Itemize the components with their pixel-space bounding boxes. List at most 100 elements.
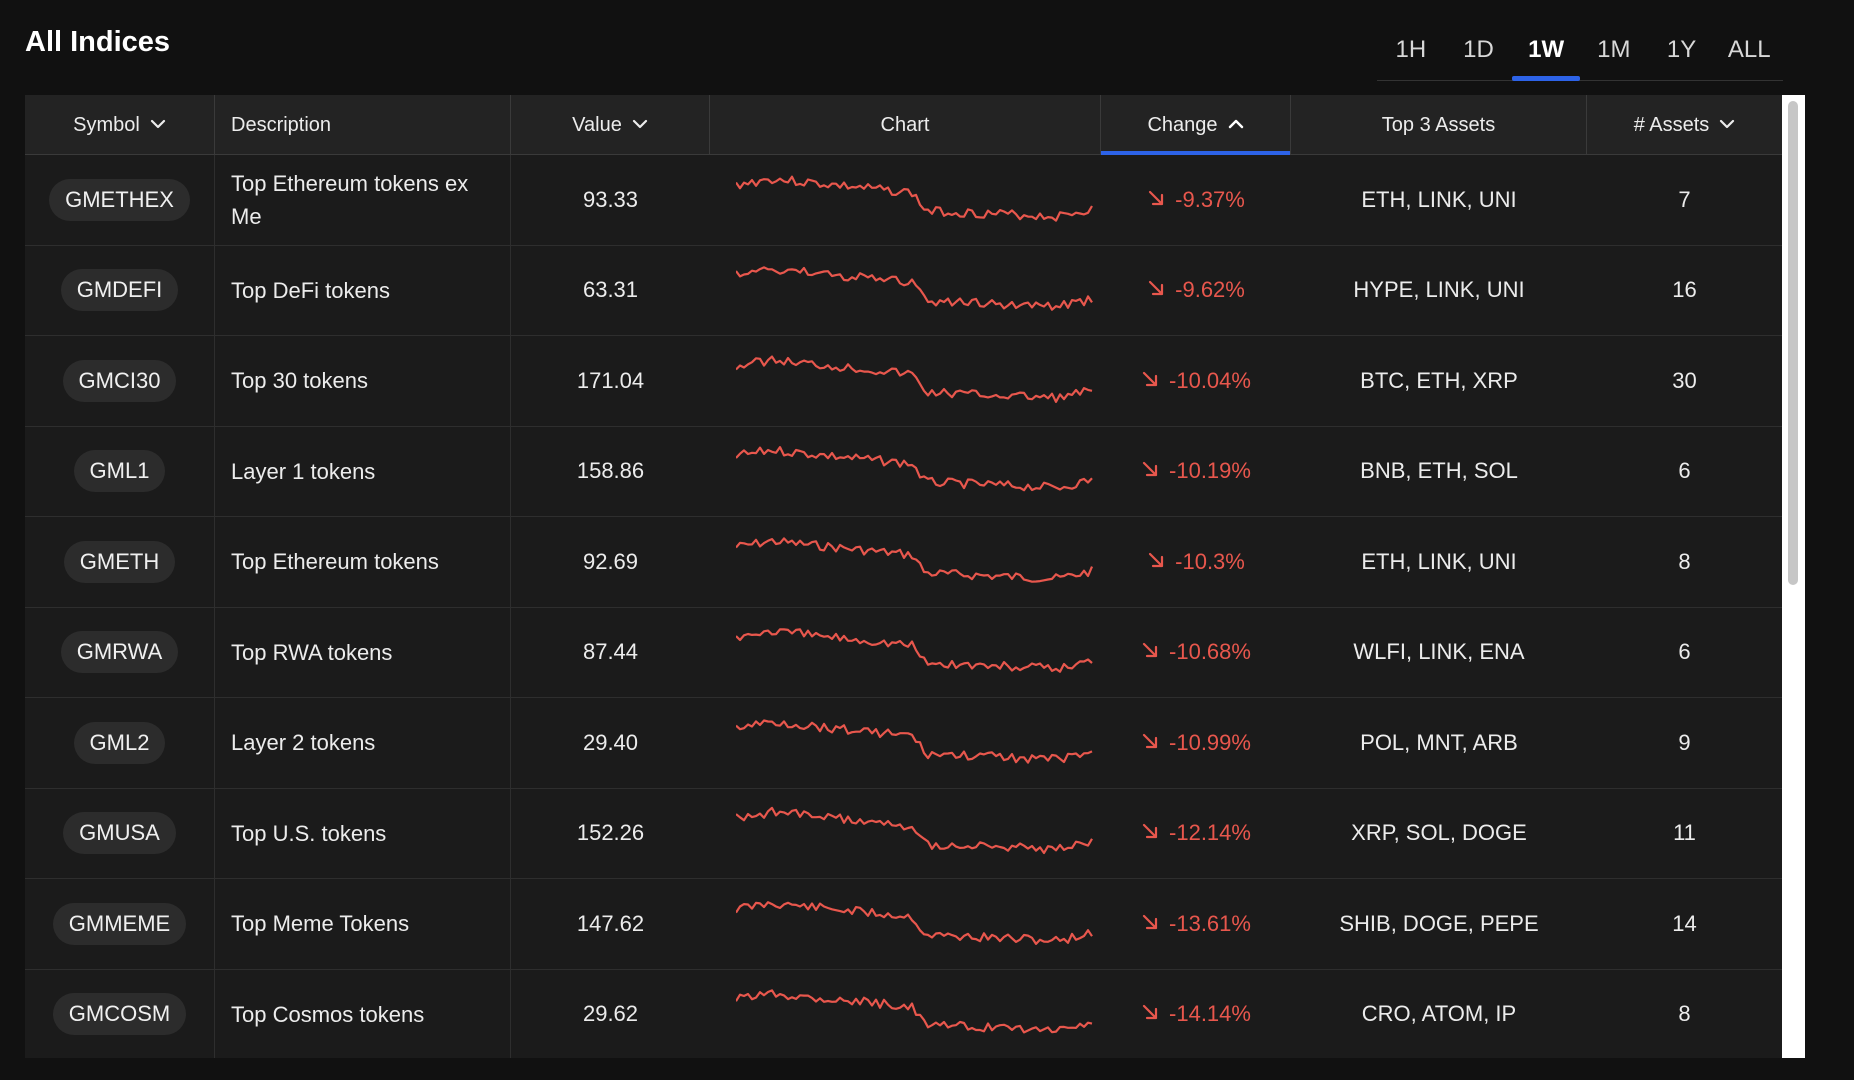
column-header-symbol[interactable]: Symbol bbox=[25, 95, 215, 155]
timeframe-tab-1d[interactable]: 1D bbox=[1463, 36, 1494, 63]
column-header-asset-count[interactable]: # Assets bbox=[1587, 95, 1782, 155]
chart-cell bbox=[710, 789, 1101, 879]
table-row[interactable]: GMCOSM Top Cosmos tokens 29.62 -14.14% C… bbox=[25, 969, 1782, 1059]
vertical-scrollbar[interactable] bbox=[1782, 95, 1805, 1058]
top3-assets-cell: CRO, ATOM, IP bbox=[1291, 970, 1587, 1059]
arrow-down-right-icon bbox=[1141, 820, 1159, 846]
symbol-badge[interactable]: GMMEME bbox=[52, 902, 187, 945]
description-cell: Layer 2 tokens bbox=[215, 698, 511, 788]
value-cell: 147.62 bbox=[511, 879, 710, 969]
asset-count-text: 11 bbox=[1673, 820, 1696, 846]
chart-cell bbox=[710, 155, 1101, 245]
table-row[interactable]: GMMEME Top Meme Tokens 147.62 -13.61% SH… bbox=[25, 879, 1782, 970]
symbol-badge[interactable]: GML2 bbox=[73, 721, 166, 764]
description-text: Top Ethereum tokens bbox=[231, 549, 439, 575]
table-row[interactable]: GMETH Top Ethereum tokens 92.69 -10.3% E… bbox=[25, 517, 1782, 608]
table-row[interactable]: GML2 Layer 2 tokens 29.40 -10.99% POL, M… bbox=[25, 698, 1782, 789]
symbol-badge[interactable]: GMRWA bbox=[60, 631, 179, 674]
table-body: GMETHEX Top Ethereum tokens ex Me 93.33 … bbox=[25, 155, 1782, 1058]
value-cell: 63.31 bbox=[511, 246, 710, 336]
asset-count-text: 6 bbox=[1678, 639, 1691, 665]
symbol-badge[interactable]: GMUSA bbox=[63, 812, 176, 855]
arrow-down-right-icon bbox=[1141, 911, 1159, 937]
table-row[interactable]: GMRWA Top RWA tokens 87.44 -10.68% WLFI,… bbox=[25, 607, 1782, 698]
symbol-badge[interactable]: GML1 bbox=[73, 450, 166, 493]
asset-count-text: 9 bbox=[1678, 729, 1691, 755]
top3-assets-cell: ETH, LINK, UNI bbox=[1291, 155, 1587, 245]
description-cell: Top Cosmos tokens bbox=[215, 969, 511, 1058]
column-header-value[interactable]: Value bbox=[511, 95, 710, 155]
timeframe-tab-all[interactable]: ALL bbox=[1727, 36, 1771, 63]
table-row[interactable]: GMDEFI Top DeFi tokens 63.31 -9.62% HYPE… bbox=[25, 245, 1782, 336]
symbol-cell: GML2 bbox=[25, 698, 215, 788]
description-text: Top Cosmos tokens bbox=[231, 1001, 425, 1027]
sparkline-chart bbox=[736, 628, 1093, 674]
top3-assets-text: POL, MNT, ARB bbox=[1360, 729, 1518, 755]
column-header-top3-assets: Top 3 Assets bbox=[1291, 95, 1587, 155]
change-cell: -12.14% bbox=[1101, 789, 1291, 879]
sparkline-chart bbox=[736, 537, 1094, 583]
symbol-cell: GML1 bbox=[25, 426, 215, 516]
asset-count-text: 14 bbox=[1672, 910, 1697, 936]
change-cell: -13.61% bbox=[1101, 879, 1291, 969]
asset-count-cell: 11 bbox=[1587, 789, 1782, 879]
sparkline-chart bbox=[736, 807, 1093, 855]
symbol-badge[interactable]: GMCOSM bbox=[52, 993, 187, 1036]
column-header-change[interactable]: Change bbox=[1101, 95, 1291, 156]
timeframe-tab-1h[interactable]: 1H bbox=[1395, 36, 1427, 63]
top3-assets-text: CRO, ATOM, IP bbox=[1361, 1001, 1517, 1027]
table-row[interactable]: GMCI30 Top 30 tokens 171.04 -10.04% BTC,… bbox=[25, 336, 1782, 427]
value-text: 171.04 bbox=[576, 367, 645, 393]
top3-assets-cell: XRP, SOL, DOGE bbox=[1291, 789, 1587, 879]
top3-assets-text: ETH, LINK, UNI bbox=[1361, 548, 1517, 574]
indices-table: Symbol Description Value Chart Change To… bbox=[25, 95, 1805, 1058]
sparkline-chart bbox=[736, 900, 1093, 945]
change-text: -12.14% bbox=[1169, 820, 1251, 846]
asset-count-cell: 6 bbox=[1587, 427, 1782, 517]
top3-assets-cell: ETH, LINK, UNI bbox=[1291, 517, 1587, 607]
top3-assets-text: SHIB, DOGE, PEPE bbox=[1339, 910, 1539, 936]
value-cell: 158.86 bbox=[511, 427, 710, 517]
table-row[interactable]: GMUSA Top U.S. tokens 152.26 -12.14% XRP… bbox=[25, 788, 1782, 879]
chart-cell bbox=[710, 879, 1101, 969]
asset-count-text: 8 bbox=[1678, 1001, 1691, 1027]
chart-cell bbox=[710, 608, 1101, 698]
chart-cell bbox=[710, 517, 1101, 607]
symbol-badge[interactable]: GMCI30 bbox=[62, 359, 177, 402]
scrollbar-thumb[interactable] bbox=[1788, 101, 1798, 585]
timeframe-tab-1y[interactable]: 1Y bbox=[1666, 36, 1697, 63]
table-row[interactable]: GML1 Layer 1 tokens 158.86 -10.19% BNB, … bbox=[25, 426, 1782, 517]
table-row[interactable]: GMETHEX Top Ethereum tokens ex Me 93.33 … bbox=[25, 155, 1782, 246]
arrow-down-right-icon bbox=[1147, 187, 1165, 213]
symbol-badge[interactable]: GMDEFI bbox=[60, 269, 179, 312]
change-text: -13.61% bbox=[1169, 910, 1251, 936]
sparkline-chart bbox=[736, 719, 1093, 764]
change-cell: -10.68% bbox=[1101, 608, 1291, 698]
description-cell: Top Meme Tokens bbox=[215, 879, 511, 969]
arrow-down-right-icon bbox=[1141, 730, 1159, 756]
column-header-top3-assets-label: Top 3 Assets bbox=[1381, 113, 1496, 136]
symbol-badge[interactable]: GMETHEX bbox=[49, 178, 190, 221]
symbol-badge[interactable]: GMETH bbox=[63, 540, 176, 583]
change-text: -9.37% bbox=[1175, 186, 1245, 212]
symbol-cell: GMCI30 bbox=[25, 336, 215, 426]
sparkline-chart bbox=[736, 355, 1093, 403]
timeframe-tab-1w[interactable]: 1W bbox=[1512, 20, 1580, 81]
change-cell: -9.62% bbox=[1101, 246, 1291, 336]
chevron-down-icon bbox=[150, 118, 166, 132]
description-cell: Top DeFi tokens bbox=[215, 245, 511, 335]
top3-assets-cell: BTC, ETH, XRP bbox=[1291, 336, 1587, 426]
description-text: Top 30 tokens bbox=[231, 368, 368, 394]
top3-assets-cell: SHIB, DOGE, PEPE bbox=[1291, 879, 1587, 969]
chart-cell bbox=[710, 698, 1101, 788]
timeframe-tab-1m[interactable]: 1M bbox=[1597, 36, 1631, 63]
asset-count-cell: 9 bbox=[1587, 698, 1782, 788]
column-header-chart-label: Chart bbox=[880, 113, 930, 136]
asset-count-cell: 6 bbox=[1587, 608, 1782, 698]
top3-assets-text: HYPE, LINK, UNI bbox=[1353, 277, 1525, 303]
timeframe-tabs: 1H 1D 1W 1M 1Y ALL bbox=[1377, 20, 1783, 81]
description-text: Top Meme Tokens bbox=[231, 911, 410, 937]
value-text: 93.33 bbox=[582, 186, 639, 212]
top3-assets-cell: WLFI, LINK, ENA bbox=[1291, 608, 1587, 698]
symbol-cell: GMDEFI bbox=[25, 245, 215, 335]
